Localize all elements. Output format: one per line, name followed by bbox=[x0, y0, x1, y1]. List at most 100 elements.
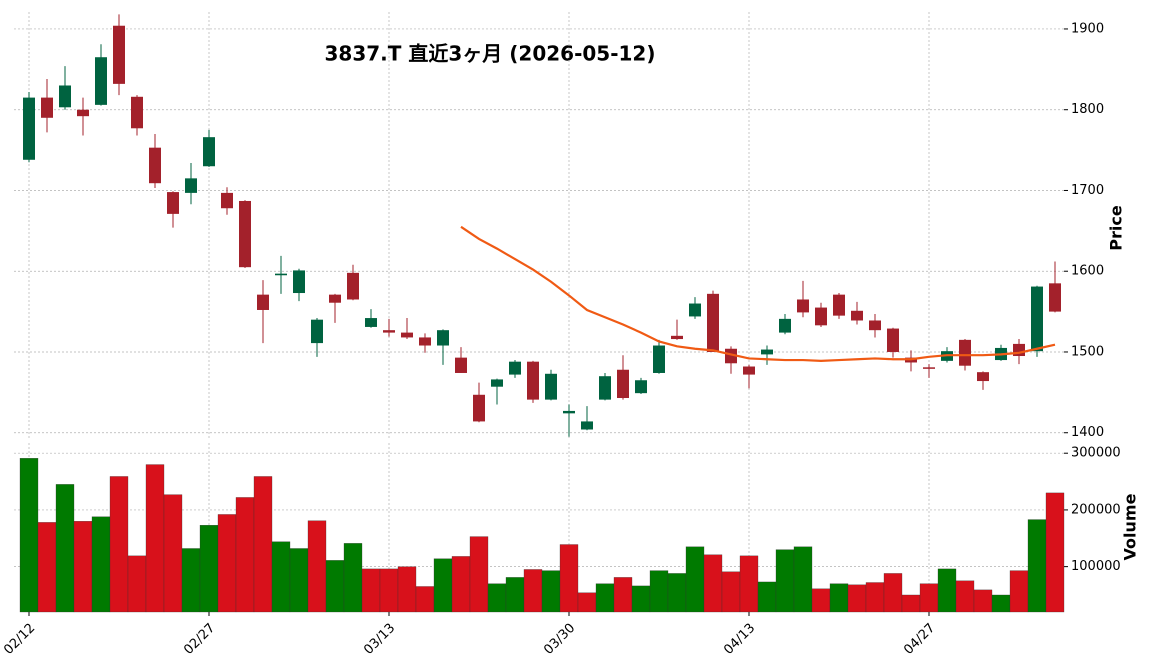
x-tick-label: 03/30 bbox=[541, 621, 578, 658]
volume-bar bbox=[901, 594, 921, 613]
volume-bar bbox=[919, 583, 939, 613]
volume-bar bbox=[883, 573, 903, 613]
candle-body bbox=[869, 320, 881, 331]
volume-bar bbox=[37, 522, 57, 613]
volume-bar bbox=[811, 588, 831, 613]
candle-body bbox=[23, 97, 35, 160]
candle-body bbox=[653, 345, 665, 373]
volume-bar bbox=[523, 569, 543, 613]
candle-body bbox=[131, 96, 143, 129]
candle-body bbox=[59, 85, 71, 108]
volume-bar bbox=[829, 583, 849, 613]
candle-body bbox=[563, 410, 575, 414]
candle-body bbox=[185, 178, 197, 193]
volume-bar bbox=[253, 476, 273, 613]
volume-bar bbox=[667, 573, 687, 613]
candle-body bbox=[383, 330, 395, 333]
candle-body bbox=[959, 339, 971, 366]
volume-bar bbox=[271, 541, 291, 613]
candle-body bbox=[401, 332, 413, 338]
volume-bar bbox=[163, 494, 183, 613]
x-tick-label: 02/27 bbox=[181, 621, 218, 658]
y-tick-label: 1900 bbox=[1071, 21, 1104, 36]
chart-title: 3837.T 直近3ヶ月 (2026-05-12) bbox=[325, 42, 656, 66]
volume-bar bbox=[847, 584, 867, 613]
volume-bar bbox=[721, 571, 741, 613]
volume-bar bbox=[73, 521, 93, 613]
volume-bar bbox=[235, 497, 255, 613]
y2-tick-label: 200000 bbox=[1071, 502, 1121, 517]
volume-bar bbox=[703, 554, 723, 613]
candle-body bbox=[779, 318, 791, 333]
candle-body bbox=[491, 379, 503, 387]
volume-bar bbox=[937, 568, 957, 613]
candle-body bbox=[887, 328, 899, 352]
candle-body bbox=[797, 299, 809, 313]
candle-body bbox=[329, 294, 341, 303]
volume-bar bbox=[685, 546, 705, 613]
volume-bar bbox=[487, 583, 507, 613]
volume-bar bbox=[415, 586, 435, 613]
volume-bar bbox=[343, 543, 363, 613]
candle-body bbox=[743, 366, 755, 375]
volume-bar bbox=[1045, 492, 1065, 613]
volume-bar bbox=[613, 577, 633, 613]
volume-bar bbox=[307, 520, 327, 613]
candle-body bbox=[113, 25, 125, 84]
volume-bar bbox=[145, 464, 165, 613]
candle-body bbox=[239, 200, 251, 268]
candle-body bbox=[635, 380, 647, 394]
volume-bar bbox=[451, 556, 471, 613]
volume-bar bbox=[577, 592, 597, 613]
candle-body bbox=[365, 318, 377, 327]
candle-body bbox=[1031, 286, 1043, 352]
volume-bar bbox=[973, 589, 993, 613]
x-tick-label: 04/27 bbox=[901, 621, 938, 658]
candle-body bbox=[1049, 283, 1061, 312]
volume-bar bbox=[739, 555, 759, 613]
y-tick-label: 1800 bbox=[1071, 102, 1104, 117]
volume-bar bbox=[469, 536, 489, 613]
candle-body bbox=[257, 294, 269, 310]
volume-bar bbox=[91, 516, 111, 613]
volume-bar bbox=[199, 525, 219, 613]
moving-average-line bbox=[460, 225, 1056, 362]
y-axis-label: Price bbox=[1107, 205, 1126, 251]
volume-bar bbox=[505, 577, 525, 613]
candle-body bbox=[545, 373, 557, 400]
y2-tick-label: 300000 bbox=[1071, 446, 1121, 461]
candle-body bbox=[437, 330, 449, 346]
volume-bar bbox=[127, 555, 147, 613]
candle-body bbox=[599, 376, 611, 400]
y2-axis-label: Volume bbox=[1121, 493, 1140, 560]
volume-bar bbox=[775, 549, 795, 613]
candle-body bbox=[221, 192, 233, 209]
volume-bar bbox=[55, 484, 75, 613]
candle-body bbox=[419, 337, 431, 346]
candle-body bbox=[167, 192, 179, 214]
candle-body bbox=[77, 109, 89, 117]
volume-bar bbox=[793, 546, 813, 613]
volume-bar bbox=[19, 458, 39, 613]
candle-body bbox=[977, 372, 989, 382]
candle-body bbox=[95, 57, 107, 105]
candle-body bbox=[527, 361, 539, 400]
candle-body bbox=[455, 357, 467, 373]
candle-body bbox=[473, 394, 485, 422]
candle-body bbox=[293, 270, 305, 294]
volume-bar bbox=[955, 580, 975, 613]
candle-body bbox=[761, 349, 773, 355]
volume-bar bbox=[181, 548, 201, 613]
candle-body bbox=[509, 361, 521, 375]
candle-body bbox=[725, 348, 737, 364]
candle-body bbox=[815, 307, 827, 326]
volume-bar bbox=[541, 570, 561, 613]
volume-bar bbox=[865, 582, 885, 613]
y-tick-label: 1500 bbox=[1071, 344, 1104, 359]
volume-bar bbox=[109, 476, 129, 613]
candle-body bbox=[203, 137, 215, 167]
volume-bar bbox=[991, 594, 1011, 613]
volume-bar bbox=[595, 583, 615, 613]
candle-body bbox=[581, 421, 593, 430]
